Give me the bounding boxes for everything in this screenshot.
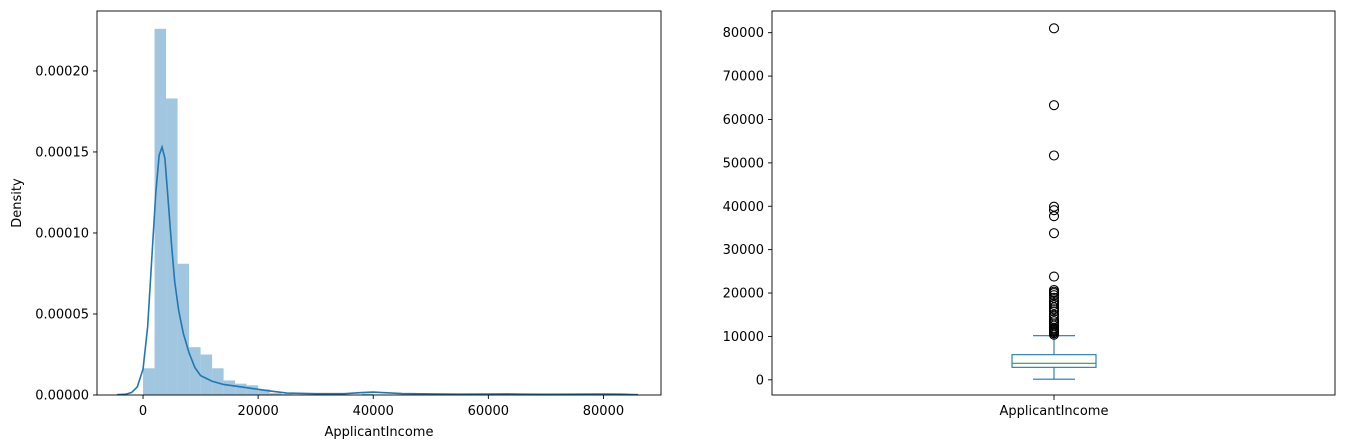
density-chart: 0 20000 40000 60000 80000 0.000000.000050.00… xyxy=(10,10,662,440)
y-tick-label-5: 50000 xyxy=(723,156,764,171)
density-plot-frame xyxy=(96,10,662,396)
x-tick-label-3: 60000 xyxy=(468,404,509,419)
outlier-10 xyxy=(1048,314,1060,325)
y-axis-label: Density xyxy=(10,178,25,228)
histogram-bars xyxy=(143,28,615,396)
kde-curve xyxy=(117,144,639,396)
y-tick-label-2: 0.00010 xyxy=(35,226,89,241)
histogram-bar-10 xyxy=(258,389,270,395)
y-tick-label-8: 80000 xyxy=(723,26,764,41)
y-ticks: 0 10000 20000 30000 40000 50000 60000 70000 8000… xyxy=(723,26,772,388)
outlier-12 xyxy=(1048,309,1060,320)
boxplot-plot-frame xyxy=(771,10,1336,396)
y-tick-label-3: 30000 xyxy=(723,243,764,258)
y-tick-label-4: 0.00020 xyxy=(35,64,89,79)
y-tick-label-2: 20000 xyxy=(723,287,764,302)
outlier-24 xyxy=(1048,271,1060,282)
outlier-23 xyxy=(1048,284,1060,296)
x-ticks: 0 20000 40000 60000 80000 xyxy=(139,395,624,419)
outlier-19 xyxy=(1048,292,1060,303)
histogram-bar-7 xyxy=(223,380,236,395)
x-axis-label: ApplicantIncome xyxy=(325,425,434,440)
outlier-30 xyxy=(1048,100,1060,111)
outlier-27 xyxy=(1048,205,1060,216)
histogram-bar-5 xyxy=(200,354,213,395)
y-tick-label-6: 60000 xyxy=(723,113,764,128)
histogram-bar-14 xyxy=(361,393,374,395)
histogram-bar-3 xyxy=(177,263,190,395)
outliers xyxy=(1048,23,1060,340)
histogram-bar-4 xyxy=(189,347,201,395)
x-tick-label-2: 40000 xyxy=(353,404,394,419)
x-tick-label-4: 80000 xyxy=(583,404,624,419)
category-label: ApplicantIncome xyxy=(1000,404,1109,419)
outlier-31 xyxy=(1048,23,1060,34)
y-tick-label-0: 0.00000 xyxy=(35,389,89,404)
y-tick-label-1: 10000 xyxy=(723,330,764,345)
y-tick-label-7: 70000 xyxy=(723,70,764,85)
box-body xyxy=(1011,354,1097,368)
y-tick-label-4: 40000 xyxy=(723,200,764,215)
histogram-bar-6 xyxy=(212,368,224,395)
x-tick-label-0: 0 xyxy=(139,404,147,419)
y-tick-label-0: 0 xyxy=(756,373,764,388)
boxplot-chart: 0 10000 20000 30000 40000 50000 60000 70000 8000… xyxy=(723,10,1336,419)
histogram-bar-0 xyxy=(143,368,155,395)
histogram-bar-9 xyxy=(246,385,259,395)
outlier-29 xyxy=(1048,150,1060,161)
y-tick-label-3: 0.00015 xyxy=(35,145,89,160)
box xyxy=(1011,335,1097,380)
x-tick-label-1: 20000 xyxy=(237,404,278,419)
y-tick-label-1: 0.00005 xyxy=(35,307,89,322)
histogram-bar-1 xyxy=(154,28,167,395)
outlier-28 xyxy=(1048,201,1060,212)
outlier-25 xyxy=(1048,228,1060,239)
y-ticks: 0.00000 0.00005 0.00010 0.00015 0.00020 xyxy=(35,64,97,404)
histogram-bar-11 xyxy=(269,393,282,395)
histogram-bar-8 xyxy=(235,383,247,395)
